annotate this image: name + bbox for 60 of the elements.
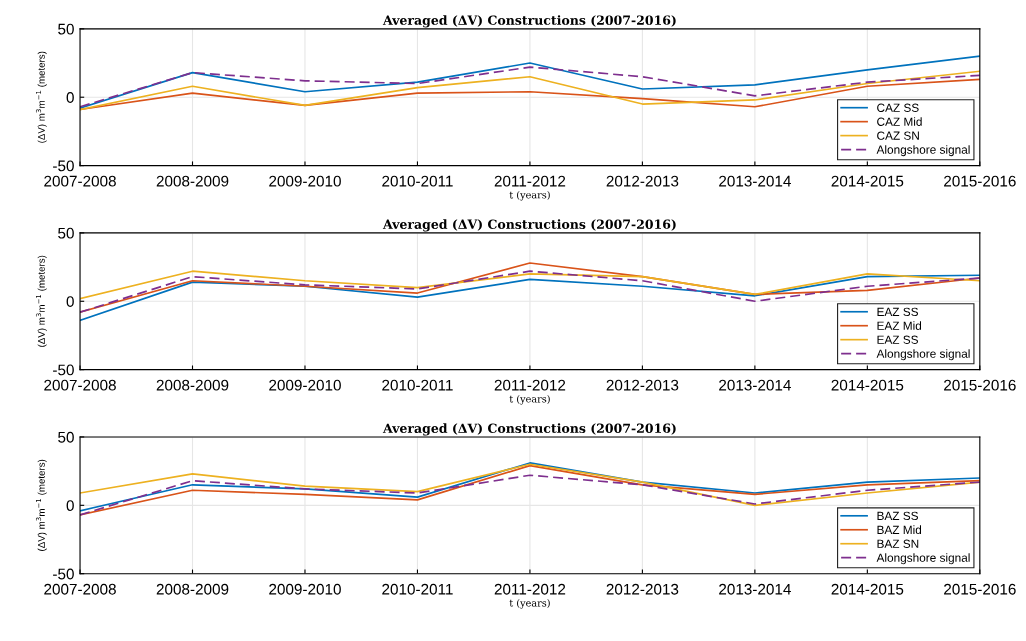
x-tick-label: 2008-2009 <box>156 379 229 391</box>
x-tick-label: 2012-2013 <box>606 379 679 391</box>
y-tick-label: 50 <box>58 431 74 443</box>
y-tick-label: 0 <box>66 296 74 307</box>
x-tick-label: 2007-2008 <box>44 583 116 595</box>
legend-label: EAZ Mid <box>877 321 922 330</box>
x-tick-label: 2007-2008 <box>44 175 116 187</box>
x-tick-label: 2008-2009 <box>156 583 229 595</box>
line-series <box>80 270 980 300</box>
x-tick-label: 2013-2014 <box>719 583 791 595</box>
legend-label: EAZ SS <box>877 335 918 344</box>
legend-label: Alongshore signal <box>876 145 970 157</box>
x-tick-label: 2010-2011 <box>382 175 453 187</box>
legend-label: BAZ SS <box>877 511 918 521</box>
chart-title: Averaged (ΔV) Constructions (2007-2016) <box>382 15 676 28</box>
y-tick-label: -50 <box>53 160 74 172</box>
legend-label: EAZ SS <box>877 307 918 316</box>
y-tick-label: -50 <box>53 364 74 376</box>
y-axis-title: (ΔV) m$^{3}$m$^{−1}$ (meters) <box>35 255 47 347</box>
x-tick-label: 2010-2011 <box>382 379 453 391</box>
legend-label: CAZ Mid <box>877 117 922 126</box>
legend-label: Alongshore signal <box>876 349 970 361</box>
x-tick-label: 2008-2009 <box>156 175 229 187</box>
line-series <box>80 274 980 322</box>
y-tick-label: -50 <box>53 568 74 580</box>
legend-label: CAZ SN <box>877 131 919 140</box>
legend-label: CAZ SS <box>877 103 919 112</box>
x-tick-label: 2009-2010 <box>269 175 341 187</box>
x-tick-label: 2013-2014 <box>719 175 791 187</box>
x-tick-label: 2014-2015 <box>831 379 904 391</box>
y-axis-title: (ΔV) m$^{3}$m$^{−1}$ (meters) <box>35 51 47 143</box>
legend-label: Alongshore signal <box>876 553 970 565</box>
legend-label: BAZ SN <box>877 539 919 548</box>
y-tick-label: 50 <box>58 227 74 239</box>
x-tick-label: 2015-2016 <box>944 583 1016 595</box>
y-tick-label: 0 <box>66 92 74 103</box>
x-tick-label: 2013-2014 <box>719 379 791 391</box>
x-tick-label: 2012-2013 <box>606 583 679 595</box>
x-axis-title: t (years) <box>509 190 550 201</box>
x-tick-label: 2009-2010 <box>269 583 341 595</box>
chart-title: Averaged (ΔV) Constructions (2007-2016) <box>382 423 676 436</box>
x-tick-label: 2010-2011 <box>382 583 453 595</box>
line-series <box>80 270 980 314</box>
x-tick-label: 2007-2008 <box>44 379 116 391</box>
x-axis-title: t (years) <box>509 395 550 405</box>
x-axis-title: t (years) <box>509 599 550 609</box>
y-axis-title: (ΔV) m$^{3}$m$^{−1}$ (meters) <box>35 459 47 551</box>
x-tick-label: 2014-2015 <box>831 583 904 595</box>
x-tick-label: 2015-2016 <box>944 175 1016 187</box>
x-tick-label: 2011-2012 <box>494 379 566 391</box>
legend-label: BAZ Mid <box>877 525 922 534</box>
y-tick-label: 0 <box>66 500 74 512</box>
x-tick-label: 2011-2012 <box>494 583 566 595</box>
x-tick-label: 2014-2015 <box>831 175 904 187</box>
x-tick-label: 2015-2016 <box>944 379 1016 391</box>
x-tick-label: 2009-2010 <box>269 379 341 391</box>
x-tick-label: 2011-2012 <box>494 175 566 187</box>
chart-title: Averaged (ΔV) Constructions (2007-2016) <box>382 219 676 232</box>
x-tick-label: 2012-2013 <box>606 175 679 187</box>
y-tick-label: 50 <box>58 23 74 35</box>
